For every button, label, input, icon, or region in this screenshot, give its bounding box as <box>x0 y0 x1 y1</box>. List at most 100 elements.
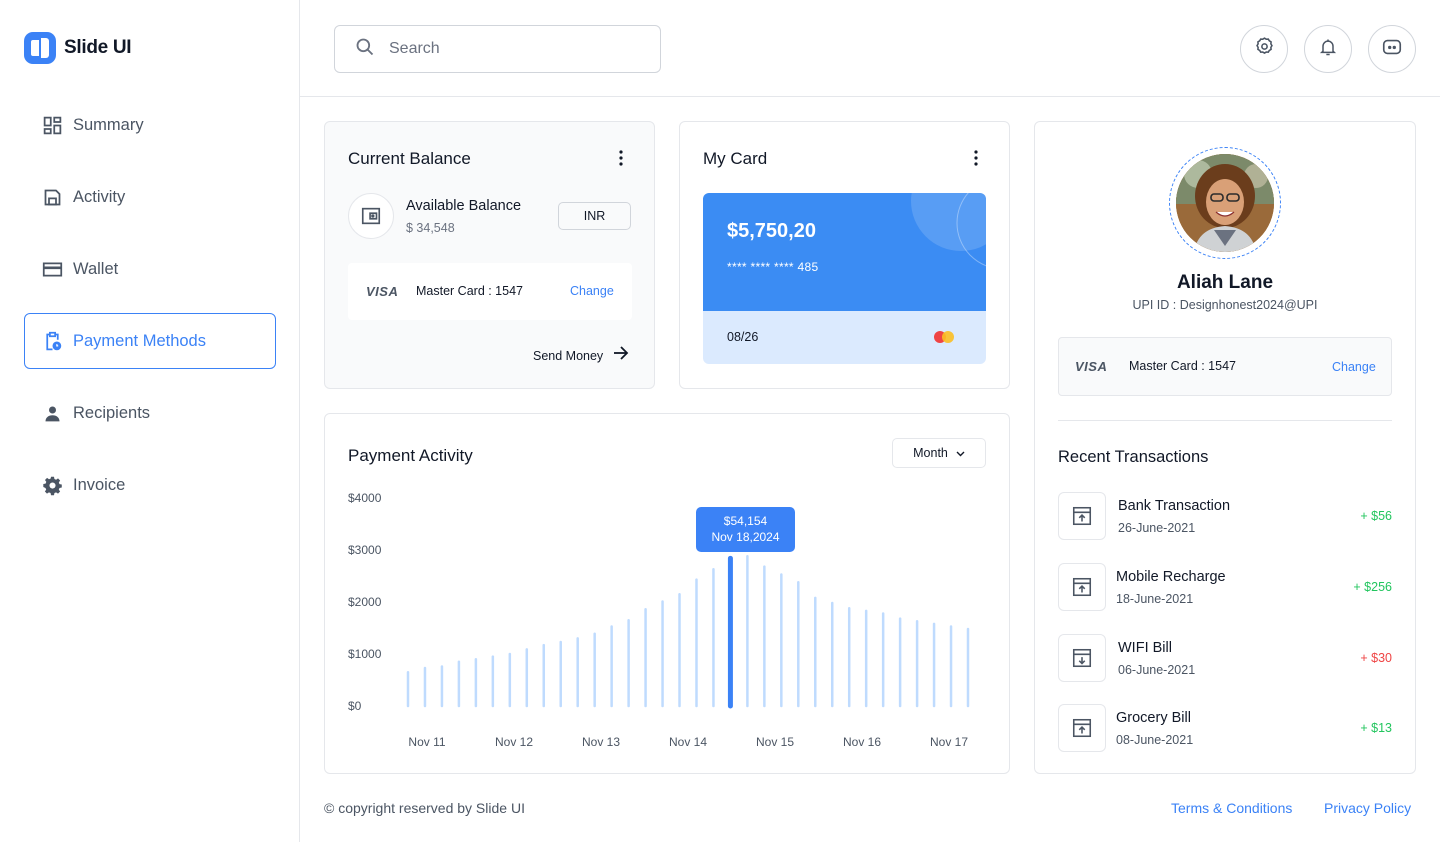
archive-upload-icon <box>1058 704 1106 752</box>
sidebar-item-activity[interactable]: Activity <box>24 169 276 225</box>
card-decoration <box>911 193 986 267</box>
footer-copyright: © copyright reserved by Slide UI <box>324 800 525 816</box>
chat-icon <box>1381 36 1403 63</box>
sidebar-item-invoice[interactable]: Invoice <box>24 457 276 513</box>
change-card-link[interactable]: Change <box>1332 360 1376 374</box>
y-tick-label: $2000 <box>348 595 382 609</box>
x-tick-label: Nov 15 <box>756 735 794 749</box>
profile-name: Aliah Lane <box>1176 272 1274 293</box>
top-header <box>300 0 1440 97</box>
y-tick-label: $0 <box>348 699 362 713</box>
wallet-icon <box>348 193 394 239</box>
visa-logo: VISA <box>366 284 399 299</box>
chart-tooltip: $54,154 Nov 18,2024 <box>696 507 795 552</box>
mastercard-icon <box>934 331 954 343</box>
sidebar-item-payment-methods[interactable]: Payment Methods <box>24 313 276 369</box>
x-tick-label: Nov 17 <box>930 735 968 749</box>
transaction-amount: + $56 <box>1360 509 1392 523</box>
sidebar-item-label: Summary <box>73 115 144 134</box>
visa-logo: VISA <box>1075 359 1108 374</box>
sidebar-item-label: Activity <box>73 187 126 206</box>
notifications-button[interactable] <box>1304 25 1352 73</box>
transaction-amount: + $30 <box>1360 651 1392 665</box>
available-balance-value: $ 34,548 <box>406 221 455 235</box>
transaction-date: 18-June-2021 <box>1116 592 1194 606</box>
card-title: Current Balance <box>348 149 471 168</box>
more-options-icon[interactable] <box>611 148 631 168</box>
logo-icon <box>24 32 56 64</box>
card-title: My Card <box>703 149 768 168</box>
person-icon <box>42 403 63 424</box>
sidebar-item-recipients[interactable]: Recipients <box>24 385 276 441</box>
transaction-row[interactable]: Mobile Recharge 18-June-2021 + $256 <box>1058 563 1392 613</box>
archive-upload-icon <box>1058 492 1106 540</box>
payment-activity-chart: $4000 $3000 $2000 $1000 $0 Nov 11 Nov 12 Nov 1… <box>348 491 970 749</box>
card-footer: 08/26 <box>703 311 986 364</box>
x-tick-label: Nov 12 <box>495 735 533 749</box>
payment-card-row: VISA Master Card : 1547 Change <box>1058 337 1392 396</box>
sidebar-item-label: Recipients <box>73 403 151 422</box>
clipboard-clock-icon <box>42 331 63 352</box>
settings-icon <box>1254 36 1275 62</box>
card-expiry: 08/26 <box>727 330 759 344</box>
card-label: Master Card : 1547 <box>416 284 523 298</box>
period-label: Month <box>913 446 948 460</box>
arrow-right-icon <box>613 346 629 365</box>
x-tick-label: Nov 16 <box>843 735 881 749</box>
payment-activity-card: Payment Activity Month $4000 $3000 $2000 $1… <box>324 413 1010 774</box>
bank-card[interactable]: $5,750,20 **** **** **** 485 <box>703 193 986 311</box>
divider <box>1058 420 1392 421</box>
send-money-label: Send Money <box>533 348 604 363</box>
current-balance-card: Current Balance Available Balance $ 34,5… <box>324 121 655 389</box>
more-options-icon[interactable] <box>966 148 986 168</box>
transaction-amount: + $256 <box>1353 580 1392 594</box>
sidebar-item-label: Wallet <box>73 259 119 278</box>
sidebar-item-wallet[interactable]: Wallet <box>24 241 276 297</box>
transaction-name: Mobile Recharge <box>1116 569 1226 585</box>
search-icon <box>355 37 375 62</box>
payment-card-row: VISA Master Card : 1547 Change <box>348 263 632 320</box>
search-box[interactable] <box>334 25 661 73</box>
gear-icon <box>42 475 63 496</box>
transaction-date: 06-June-2021 <box>1118 663 1196 677</box>
sidebar: Slide UI Summary Activity Wallet Payment… <box>0 0 300 842</box>
card-label: Master Card : 1547 <box>1129 359 1236 373</box>
brand-name: Slide UI <box>64 37 132 58</box>
available-balance-label: Available Balance <box>406 198 522 214</box>
x-tick-label: Nov 11 <box>408 735 445 749</box>
terms-link[interactable]: Terms & Conditions <box>1171 800 1293 816</box>
transactions-title: Recent Transactions <box>1058 448 1209 466</box>
sidebar-item-label: Invoice <box>73 475 126 494</box>
credit-card-icon <box>42 259 63 280</box>
currency-selector[interactable]: INR <box>558 202 631 230</box>
avatar-ring <box>1169 147 1281 259</box>
x-tick-label: Nov 14 <box>669 735 707 749</box>
send-money-button[interactable]: Send Money <box>533 346 629 365</box>
period-dropdown[interactable]: Month <box>892 438 986 468</box>
messages-button[interactable] <box>1368 25 1416 73</box>
search-input[interactable] <box>389 40 639 58</box>
brand-logo[interactable]: Slide UI <box>24 32 132 64</box>
transaction-row[interactable]: Bank Transaction 26-June-2021 + $56 <box>1058 492 1392 542</box>
save-icon <box>42 187 63 208</box>
transaction-amount: + $13 <box>1360 721 1392 735</box>
profile-panel: Aliah Lane UPI ID : Designhonest2024@UPI… <box>1034 121 1416 774</box>
transaction-row[interactable]: WIFI Bill 06-June-2021 + $30 <box>1058 634 1392 684</box>
privacy-link[interactable]: Privacy Policy <box>1324 800 1412 816</box>
bell-icon <box>1318 37 1338 62</box>
archive-download-icon <box>1058 634 1106 682</box>
card-number: **** **** **** 485 <box>727 260 819 274</box>
y-tick-label: $3000 <box>348 543 382 557</box>
transaction-name: Grocery Bill <box>1116 710 1191 726</box>
sidebar-nav: Summary Activity Wallet Payment Methods … <box>24 97 276 529</box>
transaction-date: 08-June-2021 <box>1116 733 1194 747</box>
card-balance: $5,750,20 <box>727 220 816 242</box>
sidebar-item-label: Payment Methods <box>73 331 206 350</box>
sidebar-item-summary[interactable]: Summary <box>24 97 276 153</box>
avatar[interactable] <box>1176 154 1274 252</box>
change-card-link[interactable]: Change <box>570 284 614 298</box>
settings-button[interactable] <box>1240 25 1288 73</box>
avatar-image <box>1176 154 1274 252</box>
transaction-date: 26-June-2021 <box>1118 521 1196 535</box>
transaction-row[interactable]: Grocery Bill 08-June-2021 + $13 <box>1058 704 1392 754</box>
